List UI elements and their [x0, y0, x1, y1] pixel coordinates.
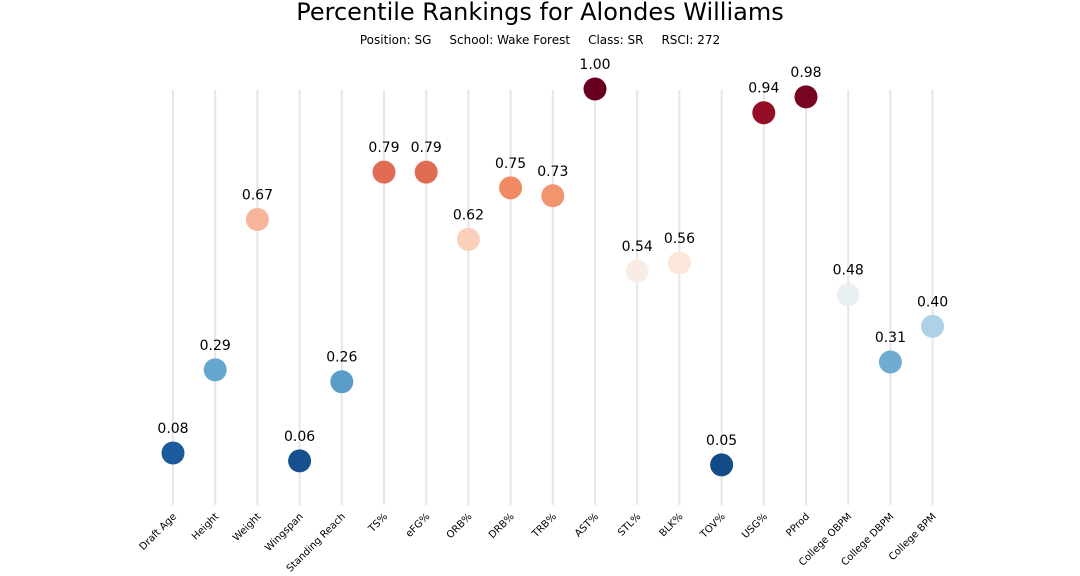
value-label-pprod: 0.98: [790, 65, 821, 81]
value-label-blk-pct: 0.56: [664, 231, 695, 247]
point-height: [203, 358, 227, 382]
point-ast-pct: [583, 77, 607, 101]
point-tov-pct: [710, 453, 734, 477]
subtitle-rsci: RSCI: 272: [661, 33, 721, 47]
point-standing-reach: [330, 370, 354, 394]
value-label-efg-pct: 0.79: [411, 140, 442, 156]
value-label-stl-pct: 0.54: [622, 239, 653, 255]
chart-title: Percentile Rankings for Alondes Williams: [296, 0, 784, 26]
data-points: [161, 77, 945, 477]
point-wingspan: [288, 449, 312, 473]
point-blk-pct: [667, 251, 691, 275]
tick-label-trb-pct: TRB%: [530, 511, 559, 540]
point-pprod: [794, 85, 818, 109]
tick-label-drb-pct: DRB%: [487, 511, 517, 541]
tick-label-stl-pct: STL%: [616, 511, 643, 538]
tick-label-usg-pct: USG%: [740, 511, 770, 541]
value-label-ast-pct: 1.00: [579, 57, 610, 73]
chart-subtitle: Position: SG School: Wake Forest Class: SR…: [0, 33, 1080, 47]
point-trb-pct: [541, 184, 565, 208]
point-college-obpm: [836, 283, 860, 307]
point-ts-pct: [372, 160, 396, 184]
tick-label-blk-pct: BLK%: [658, 511, 686, 539]
value-label-college-bpm: 0.40: [917, 294, 948, 310]
value-label-drb-pct: 0.75: [495, 156, 526, 172]
point-usg-pct: [752, 101, 776, 125]
value-label-trb-pct: 0.73: [537, 164, 568, 180]
point-draft-age: [161, 441, 185, 465]
tick-label-tov-pct: TOV%: [698, 511, 728, 541]
value-label-wingspan: 0.06: [284, 429, 315, 445]
subtitle-school: School: Wake Forest: [449, 33, 571, 47]
value-labels: 0.08 0.29 0.67 0.06 0.26 0.79 0.79 0.62 0.75 0.73…: [157, 57, 948, 449]
point-college-dbpm: [878, 350, 902, 374]
value-label-height: 0.29: [200, 338, 231, 354]
value-label-weight: 0.67: [242, 188, 273, 204]
value-label-college-dbpm: 0.31: [875, 330, 906, 346]
value-label-usg-pct: 0.94: [748, 81, 779, 97]
gridlines: [172, 90, 934, 505]
value-label-standing-reach: 0.26: [326, 350, 357, 366]
tick-label-ast-pct: AST%: [573, 511, 601, 539]
value-label-tov-pct: 0.05: [706, 433, 737, 449]
value-label-ts-pct: 0.79: [368, 140, 399, 156]
tick-label-wingspan: Wingspan: [263, 511, 306, 554]
point-weight: [245, 208, 269, 232]
tick-label-draft-age: Draft Age: [138, 511, 180, 553]
tick-label-pprod: PProd: [784, 511, 812, 539]
subtitle-position: Position: SG: [359, 33, 432, 47]
tick-label-efg-pct: eFG%: [404, 511, 432, 539]
tick-label-weight: Weight: [231, 511, 263, 543]
point-orb-pct: [456, 227, 480, 251]
subtitle-class: Class: SR: [588, 33, 644, 47]
tick-label-orb-pct: ORB%: [445, 511, 475, 541]
point-drb-pct: [499, 176, 523, 200]
point-efg-pct: [414, 160, 438, 184]
point-stl-pct: [625, 259, 649, 283]
value-label-college-obpm: 0.48: [833, 263, 864, 279]
value-label-orb-pct: 0.62: [453, 207, 484, 223]
tick-label-ts-pct: TS%: [366, 511, 390, 535]
value-label-draft-age: 0.08: [157, 421, 188, 437]
tick-label-height: Height: [190, 511, 221, 542]
point-college-bpm: [921, 314, 945, 338]
